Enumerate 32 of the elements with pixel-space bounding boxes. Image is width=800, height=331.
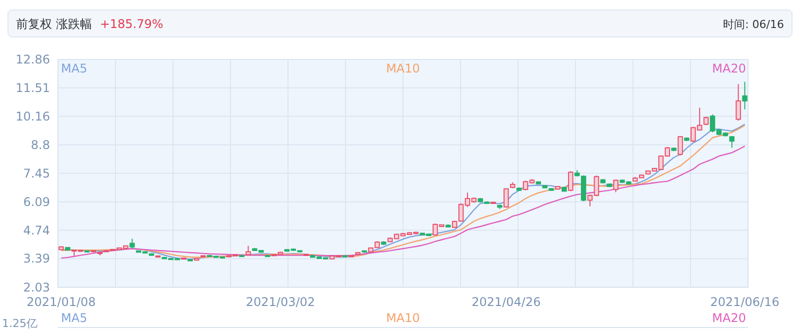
candlestick (504, 188, 509, 208)
x-tick-label: 2021/06/16 (710, 295, 780, 309)
chart-title: 前复权 涨跌幅 (16, 17, 92, 31)
line-series (60, 146, 746, 259)
y-tick-label: 4.74 (23, 223, 50, 238)
y-tick-label: 11.51 (16, 80, 50, 95)
candlestick (742, 81, 748, 110)
candlestick (613, 179, 618, 193)
text: MA5 (61, 311, 88, 325)
chart-subtitle: +185.79% (100, 17, 164, 31)
candlestick (736, 84, 741, 122)
x-tick-label: 2021/01/08 (26, 295, 96, 309)
y-tick-label: 10.16 (16, 109, 50, 124)
candlestick (130, 238, 135, 248)
y-tick-label: 8.8 (30, 138, 50, 152)
y-tick-label: 7.45 (23, 166, 50, 180)
text: MA10 (386, 311, 420, 325)
text: MA5 (61, 62, 88, 76)
y-tick-label: 3.39 (23, 252, 50, 266)
candlestick (568, 170, 574, 192)
text: MA20 (712, 311, 746, 325)
x-tick-label: 2021/03/02 (246, 295, 316, 309)
text: MA20 (712, 62, 746, 76)
y-tick-label: 6.09 (23, 194, 50, 209)
x-tick-label: 2021/04/26 (472, 295, 541, 309)
y-tick-label: 12.86 (16, 52, 50, 66)
y-tick-label: 2.03 (23, 280, 50, 294)
candlestick (729, 136, 735, 148)
text: 时间: 06/16 (723, 18, 784, 31)
text: MA10 (386, 62, 420, 76)
text: 1.25亿 (2, 317, 38, 330)
candlestick (678, 136, 683, 156)
